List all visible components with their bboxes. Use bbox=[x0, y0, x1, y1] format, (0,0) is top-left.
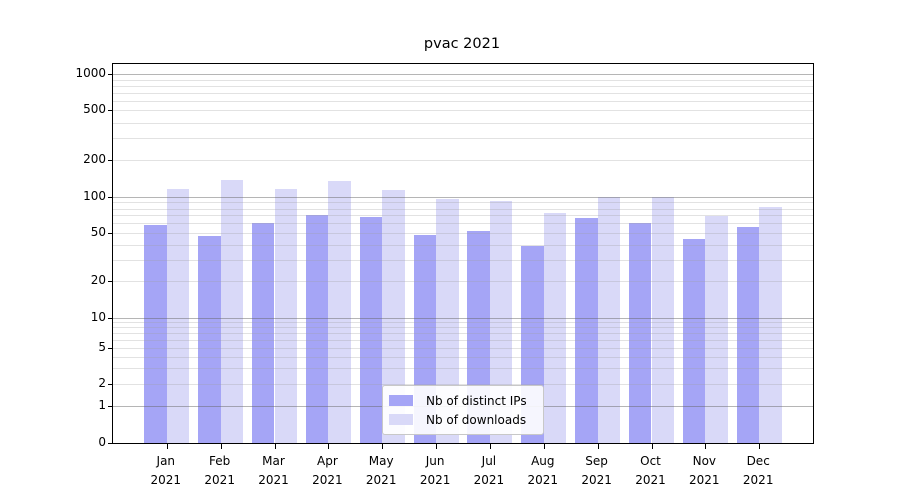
y-tick-label: 10 bbox=[90, 309, 106, 324]
x-tick-label: Sep 2021 bbox=[581, 454, 612, 487]
grid-line-minor bbox=[113, 110, 813, 112]
x-tick-mark bbox=[436, 444, 438, 449]
bar-downloads bbox=[597, 197, 621, 443]
x-tick-label: Jul 2021 bbox=[473, 454, 505, 487]
y-tick-label: 0 bbox=[98, 435, 106, 449]
x-tick-mark bbox=[274, 444, 276, 449]
y-tick-mark bbox=[108, 160, 113, 162]
x-tick-mark bbox=[759, 444, 761, 449]
legend: Nb of distinct IPs Nb of downloads bbox=[382, 385, 544, 435]
y-tick-label: 50 bbox=[90, 224, 106, 239]
x-axis-labels: Jan 2021 Feb 2021 Mar 2021 Apr 2021 May 2021… bbox=[112, 452, 812, 494]
grid-line-minor bbox=[113, 92, 813, 94]
bar-downloads bbox=[166, 189, 190, 443]
grid-line-minor bbox=[113, 122, 813, 124]
y-tick-mark bbox=[108, 406, 113, 407]
bar-distinct-ips bbox=[251, 222, 275, 443]
x-tick-label: May 2021 bbox=[365, 454, 397, 487]
y-tick-label: 2 bbox=[98, 376, 106, 391]
y-tick-label: 100 bbox=[83, 189, 106, 203]
plot-area: Nb of distinct IPs Nb of downloads bbox=[108, 63, 814, 449]
y-tick-mark bbox=[108, 110, 113, 112]
bar-downloads bbox=[220, 179, 244, 443]
grid-line-major bbox=[113, 197, 813, 198]
x-tick-label: Jan 2021 bbox=[150, 454, 182, 487]
x-tick-mark bbox=[489, 444, 491, 449]
bar-distinct-ips bbox=[144, 225, 167, 443]
y-tick-label: 200 bbox=[83, 152, 106, 167]
x-tick-mark bbox=[328, 444, 330, 449]
x-tick-label: Jun 2021 bbox=[419, 454, 451, 487]
grid-line-minor bbox=[113, 100, 813, 102]
y-tick-mark bbox=[108, 443, 113, 444]
grid-line-minor bbox=[113, 208, 813, 210]
x-tick-mark bbox=[382, 444, 384, 449]
x-tick-mark bbox=[166, 444, 168, 449]
bar-distinct-ips bbox=[359, 216, 383, 443]
bar-downloads bbox=[759, 206, 782, 443]
legend-entry-distinct-ips: Nb of distinct IPs bbox=[389, 391, 535, 410]
y-tick-label: 5 bbox=[98, 339, 106, 354]
y-tick-mark bbox=[108, 232, 113, 234]
grid-line-major bbox=[113, 74, 813, 76]
bar-downloads bbox=[328, 180, 351, 443]
bar-downloads bbox=[382, 190, 405, 443]
grid-line-minor bbox=[113, 160, 813, 162]
y-tick-mark bbox=[108, 281, 113, 282]
bar-distinct-ips bbox=[682, 239, 706, 443]
bar-distinct-ips bbox=[305, 215, 329, 443]
x-tick-mark bbox=[543, 444, 545, 449]
y-tick-label: 1000 bbox=[75, 66, 106, 81]
bar-downloads bbox=[651, 197, 675, 443]
bar-distinct-ips bbox=[198, 236, 221, 443]
x-tick-label: Nov 2021 bbox=[689, 454, 720, 487]
grid-line-minor bbox=[113, 85, 813, 87]
y-tick-mark bbox=[108, 317, 113, 319]
grid-line-minor bbox=[113, 138, 813, 140]
grid-line-minor bbox=[113, 202, 813, 204]
x-tick-label: Feb 2021 bbox=[204, 454, 235, 487]
legend-entry-downloads: Nb of downloads bbox=[389, 410, 535, 429]
bar-distinct-ips bbox=[628, 223, 652, 443]
y-tick-mark bbox=[108, 74, 113, 76]
bar-downloads bbox=[705, 216, 728, 443]
legend-label-downloads: Nb of downloads bbox=[426, 412, 527, 427]
y-tick-label: 500 bbox=[83, 102, 106, 117]
legend-swatch-downloads bbox=[389, 414, 413, 425]
x-tick-mark bbox=[220, 444, 222, 449]
chart-title: pvac 2021 bbox=[423, 36, 501, 52]
x-tick-label: Apr 2021 bbox=[312, 454, 343, 487]
bar-distinct-ips bbox=[736, 226, 760, 443]
x-tick-label: Mar 2021 bbox=[258, 454, 289, 487]
x-tick-label: Aug 2021 bbox=[527, 454, 559, 487]
y-tick-label: 1 bbox=[98, 398, 106, 412]
x-tick-label: Dec 2021 bbox=[742, 454, 774, 487]
bar-downloads bbox=[274, 188, 298, 443]
bar-downloads bbox=[489, 200, 513, 443]
y-tick-mark bbox=[108, 197, 113, 198]
y-tick-label: 20 bbox=[90, 273, 106, 287]
bar-distinct-ips bbox=[575, 218, 598, 443]
x-tick-mark bbox=[597, 444, 599, 449]
legend-swatch-distinct-ips bbox=[389, 395, 413, 406]
legend-label-distinct-ips: Nb of distinct IPs bbox=[426, 393, 527, 408]
y-axis-labels: 0 1 2 5 10 20 50 100 200 500 1000 bbox=[0, 63, 106, 449]
grid-line-minor bbox=[113, 79, 813, 81]
x-tick-mark bbox=[651, 444, 653, 449]
y-tick-mark bbox=[108, 347, 113, 349]
bar-downloads bbox=[436, 199, 459, 443]
y-tick-mark bbox=[108, 384, 113, 386]
bar-downloads bbox=[543, 212, 567, 443]
x-tick-mark bbox=[705, 444, 707, 449]
x-tick-label: Oct 2021 bbox=[635, 454, 666, 487]
